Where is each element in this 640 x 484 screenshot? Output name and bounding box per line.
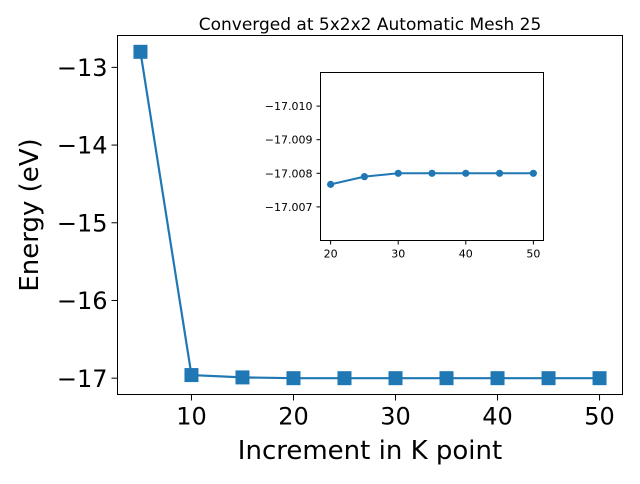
main-x-tick-label: 30 [380, 403, 411, 431]
main-y-ticks: −13 −14 −15 −16 −17 [57, 54, 118, 393]
inset-x-ticks: 20 30 40 50 [324, 240, 540, 261]
inset-y-tick-label: −17.007 [265, 201, 313, 214]
main-y-tick-label: −13 [57, 54, 108, 82]
main-x-ticks: 10 20 30 40 50 [176, 394, 615, 431]
inset-y-tick-label: −17.010 [265, 100, 313, 113]
main-data-point [592, 371, 607, 386]
main-y-tick-label: −17 [57, 365, 108, 393]
inset-data-point [394, 169, 402, 177]
main-data-point [388, 371, 403, 386]
main-data-point [286, 371, 301, 386]
main-x-tick-label: 50 [584, 403, 615, 431]
inset-data-point [327, 180, 335, 188]
main-data-point [184, 368, 199, 383]
main-y-tick-label: −16 [57, 287, 108, 315]
inset-data-point [529, 169, 537, 177]
main-x-tick-label: 10 [176, 403, 207, 431]
main-data-point [337, 371, 352, 386]
inset-data-point [360, 173, 369, 181]
main-data-point [541, 371, 556, 386]
main-data-point [490, 371, 505, 386]
inset-x-tick-label: 50 [526, 248, 540, 261]
main-chart-title: Converged at 5x2x2 Automatic Mesh 25 [199, 15, 542, 35]
main-x-tick-label: 20 [278, 403, 309, 431]
main-series-line [139, 51, 600, 380]
inset-plot-frame [320, 72, 544, 241]
inset-y-ticks: −17.010 −17.009 −17.008 −17.007 [265, 100, 321, 214]
inset-x-tick-label: 30 [391, 248, 405, 261]
inset-data-point [462, 169, 470, 177]
inset-x-tick-label: 20 [324, 248, 338, 261]
main-data-point [439, 371, 454, 386]
inset-series [327, 169, 537, 188]
main-x-tick-label: 40 [482, 403, 513, 431]
inset-plot: 20 30 40 50 −17.010 −17.009 −17.008 −17.007 [265, 72, 544, 261]
main-y-axis-label: Energy (eV) [15, 138, 45, 291]
main-data-point [235, 370, 250, 385]
inset-y-tick-label: −17.008 [265, 167, 313, 180]
inset-x-tick-label: 40 [459, 248, 473, 261]
main-series [133, 44, 607, 386]
main-y-tick-label: −15 [57, 209, 108, 237]
main-data-point [133, 44, 148, 59]
inset-y-tick-label: −17.009 [265, 134, 313, 147]
main-y-tick-label: −14 [57, 132, 108, 160]
inset-data-point [428, 169, 436, 177]
main-x-axis-label: Increment in K point [238, 436, 502, 466]
inset-data-point [495, 169, 504, 177]
